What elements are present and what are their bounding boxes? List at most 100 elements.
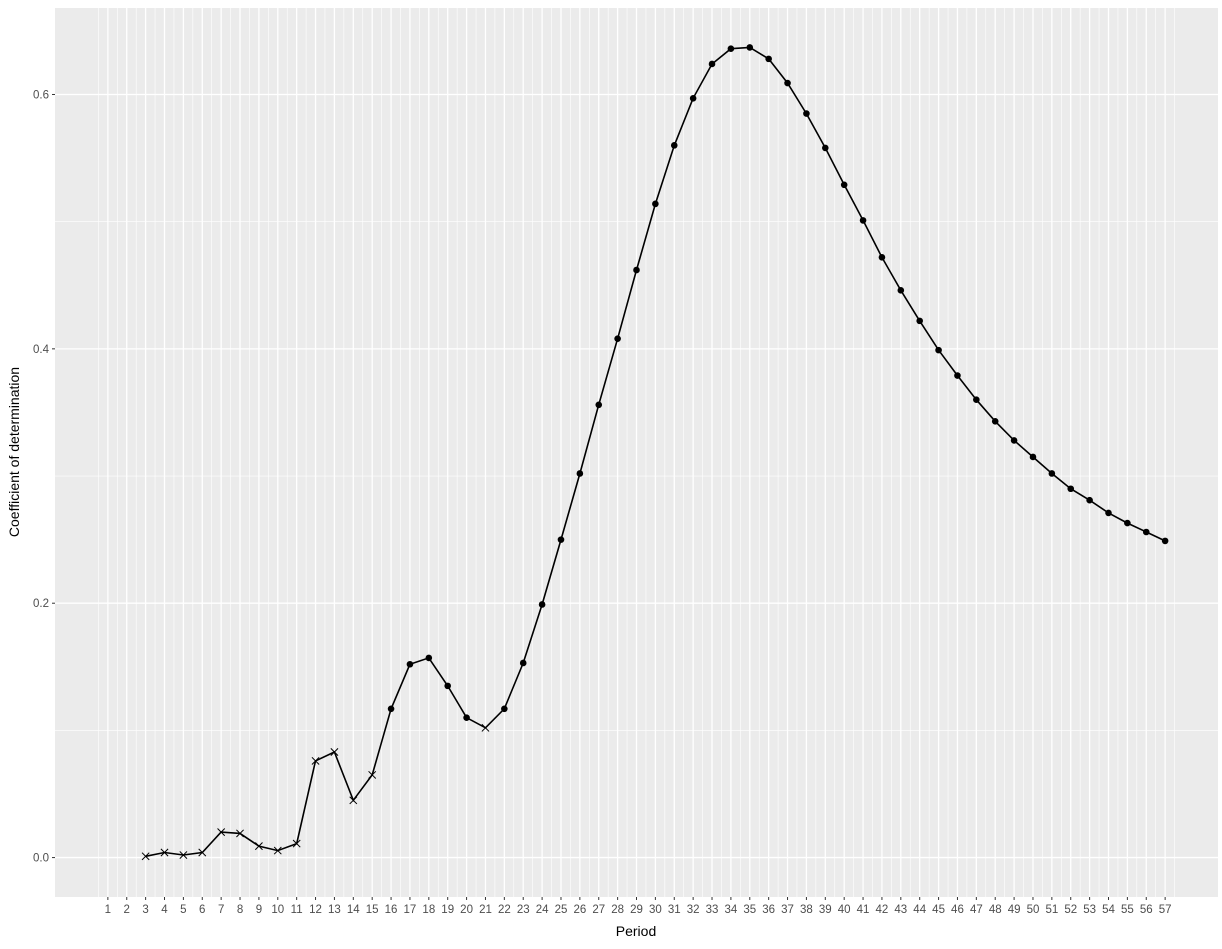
- x-tick-label: 43: [894, 904, 907, 916]
- x-tick-label: 31: [668, 904, 681, 916]
- y-tick-label: 0.2: [33, 598, 49, 610]
- x-tick-label: 14: [347, 904, 360, 916]
- x-tick-label: 16: [385, 904, 398, 916]
- data-point-cross: [273, 846, 282, 855]
- data-point-dot: [689, 94, 697, 102]
- x-tick-label: 37: [781, 904, 794, 916]
- data-point-dot: [916, 317, 923, 325]
- x-tick-label: 33: [706, 904, 719, 916]
- data-point-cross: [217, 828, 226, 837]
- data-point-dot: [803, 110, 810, 117]
- x-tick-label: 4: [161, 904, 168, 916]
- y-tick-label: 0.4: [33, 344, 50, 356]
- y-axis-title: Coefficient of determination: [6, 367, 22, 537]
- x-tick-label: 32: [687, 904, 700, 916]
- data-point-dot: [387, 705, 395, 713]
- data-point-dot: [840, 181, 848, 189]
- x-tick-label: 35: [743, 904, 756, 916]
- data-point-cross: [311, 756, 320, 765]
- x-tick-label: 38: [800, 904, 813, 916]
- data-point-dot: [670, 142, 678, 149]
- x-tick-label: 12: [309, 904, 322, 916]
- x-tick-label: 28: [611, 904, 624, 916]
- x-tick-label: 17: [404, 904, 417, 916]
- x-tick-label: 36: [762, 904, 775, 916]
- x-tick-label: 22: [498, 904, 511, 916]
- x-tick-label: 56: [1140, 904, 1153, 916]
- x-tick-label: 45: [932, 904, 945, 916]
- data-point-dot: [425, 654, 433, 662]
- data-point-cross: [330, 748, 339, 756]
- axes: 0.00.20.40.61 2 3 4 5 6 7 8 9 10 11 12 13 14 15 16 17 18 1…: [33, 89, 1172, 916]
- data-point-cross: [236, 829, 244, 838]
- data-point-dot: [633, 266, 640, 274]
- x-tick-label: 48: [989, 904, 1002, 916]
- data-point-dot: [1048, 470, 1056, 477]
- x-tick-label: 52: [1064, 904, 1077, 916]
- data-point-dot: [878, 253, 886, 261]
- data-point-dot: [576, 470, 584, 477]
- x-tick-label: 46: [951, 904, 964, 916]
- x-tick-label: 29: [630, 904, 643, 916]
- data-point-dot: [501, 705, 508, 713]
- gridlines: [55, 8, 1218, 897]
- x-tick-label: 20: [460, 904, 473, 916]
- data-point-dot: [859, 217, 867, 224]
- x-tick-label: 26: [573, 904, 586, 916]
- x-tick-label: 8: [237, 904, 243, 916]
- x-axis-title: Period: [616, 923, 656, 939]
- data-point-dot: [1142, 528, 1150, 536]
- x-tick-label: 18: [422, 904, 435, 916]
- data-point-dot: [935, 346, 942, 354]
- data-point-cross: [292, 839, 301, 848]
- x-tick-label: 1: [105, 904, 111, 916]
- data-point-cross: [198, 848, 207, 857]
- data-point-dot: [973, 396, 980, 404]
- x-tick-label: 44: [913, 904, 926, 916]
- data-point-cross: [141, 852, 150, 861]
- data-points: [141, 44, 1169, 861]
- data-point-dot: [1086, 496, 1093, 504]
- data-point-dot: [652, 200, 659, 208]
- data-point-dot: [991, 418, 999, 425]
- data-point-dot: [444, 682, 452, 690]
- x-tick-label: 30: [649, 904, 662, 916]
- data-point-dot: [765, 55, 772, 63]
- data-point-cross: [349, 796, 358, 805]
- x-tick-label: 42: [876, 904, 889, 916]
- data-point-dot: [519, 659, 527, 667]
- x-tick-label: 54: [1102, 904, 1115, 916]
- data-point-dot: [746, 44, 754, 51]
- data-point-dot: [1105, 509, 1112, 517]
- x-tick-label: 13: [328, 904, 341, 916]
- data-point-dot: [1161, 537, 1169, 545]
- data-point-dot: [614, 335, 621, 342]
- data-point-dot: [954, 372, 961, 379]
- data-point-dot: [538, 601, 546, 608]
- data-point-cross: [254, 842, 263, 851]
- x-tick-label: 53: [1083, 904, 1096, 916]
- x-tick-label: 47: [970, 904, 983, 916]
- x-tick-label: 50: [1027, 904, 1040, 916]
- x-tick-label: 7: [218, 904, 224, 916]
- data-point-dot: [1067, 485, 1075, 493]
- data-point-dot: [463, 714, 470, 721]
- x-tick-label: 27: [592, 904, 605, 916]
- x-tick-label: 51: [1045, 904, 1058, 916]
- x-tick-label: 49: [1008, 904, 1021, 916]
- data-point-dot: [784, 79, 791, 87]
- data-point-dot: [1124, 519, 1131, 527]
- data-point-cross: [368, 770, 377, 779]
- data-point-dot: [595, 401, 603, 409]
- x-tick-label: 24: [536, 904, 549, 916]
- x-tick-label: 25: [555, 904, 568, 916]
- x-tick-label: 5: [180, 904, 186, 916]
- data-point-dot: [1029, 453, 1037, 461]
- x-tick-label: 10: [271, 904, 284, 916]
- x-tick-label: 39: [819, 904, 832, 916]
- x-tick-label: 2: [124, 904, 130, 916]
- x-tick-label: 23: [517, 904, 530, 916]
- data-point-dot: [897, 287, 905, 294]
- data-point-cross: [179, 851, 188, 859]
